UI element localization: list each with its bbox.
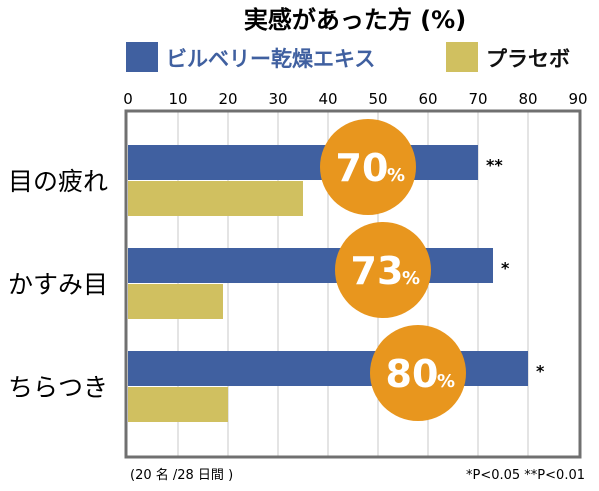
legend: ビルベリー乾燥エキス プラセボ (126, 42, 570, 72)
percent-badge-circle (335, 222, 431, 318)
bar-bilberry (128, 351, 528, 386)
percent-badge-value: 73 (351, 249, 404, 293)
significance-marker: ** (486, 156, 503, 175)
x-tick-label: 20 (218, 90, 237, 108)
percent-badge-circle (320, 119, 416, 215)
bar-bilberry (128, 248, 493, 283)
legend-label-placebo: プラセボ (486, 47, 570, 71)
x-tick-label: 50 (368, 90, 387, 108)
category-label: 目の疲れ (8, 167, 108, 196)
bar-placebo (128, 181, 303, 216)
category-label: かすみ目 (8, 270, 108, 299)
significance-marker: * (501, 259, 510, 278)
x-tick-label: 70 (468, 90, 487, 108)
percent-badge-unit: % (387, 165, 405, 186)
x-tick-label: 40 (318, 90, 337, 108)
significance-markers: **** (486, 156, 545, 381)
percent-badge-value: 80 (386, 352, 439, 396)
percent-badge-unit: % (437, 371, 455, 392)
bar-placebo (128, 387, 228, 422)
percent-badges: 70%73%80% (320, 119, 466, 421)
x-tick-label: 30 (268, 90, 287, 108)
significance-marker: * (536, 362, 545, 381)
x-tick-label: 80 (518, 90, 537, 108)
footnote-significance: *P<0.05 **P<0.01 (466, 468, 585, 483)
legend-swatch-placebo (446, 42, 478, 72)
x-axis-ticks: 0 10 20 30 40 50 60 70 80 90 (123, 90, 587, 108)
x-tick-label: 90 (568, 90, 587, 108)
legend-label-bilberry: ビルベリー乾燥エキス (166, 47, 375, 71)
percent-badge-circle (370, 325, 466, 421)
legend-swatch-bilberry (126, 42, 158, 72)
x-tick-label: 0 (123, 90, 133, 108)
category-label: ちらつき (8, 373, 108, 402)
bar-placebo (128, 284, 223, 319)
percent-badge-value: 70 (336, 146, 389, 190)
footnote-sample: (20 名 /28 日間 ) (130, 467, 233, 483)
bar-bilberry (128, 145, 478, 180)
x-tick-label: 60 (418, 90, 437, 108)
percent-badge-unit: % (402, 268, 420, 289)
chart-title: 実感があった方 (%) (244, 6, 466, 34)
plot-frame (124, 109, 582, 459)
x-tick-label: 10 (168, 90, 187, 108)
